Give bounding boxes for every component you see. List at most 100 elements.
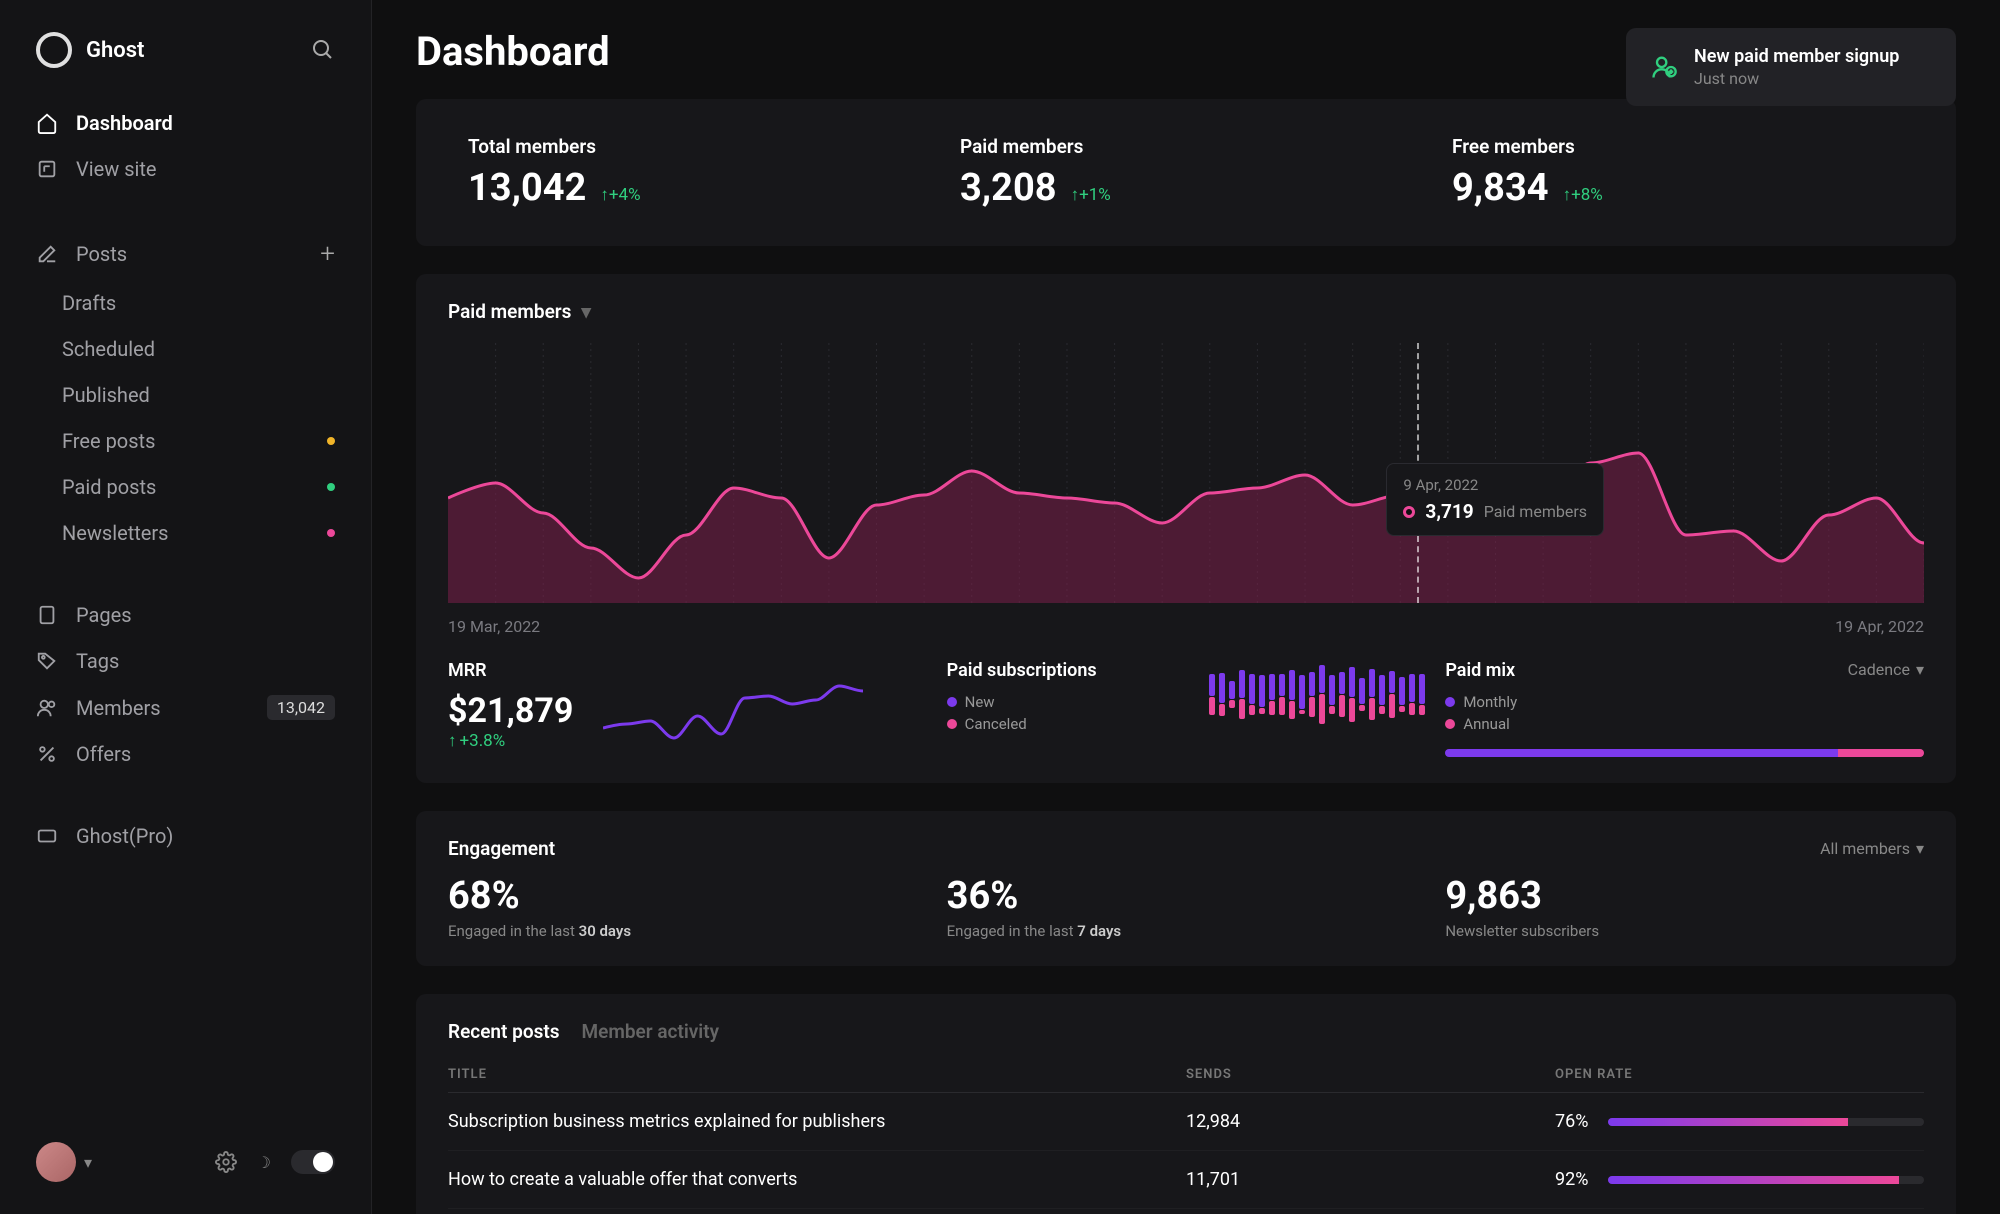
bar-down [1299, 710, 1305, 714]
table-row[interactable]: How to create a valuable offer that conv… [448, 1151, 1924, 1209]
settings-icon[interactable] [215, 1151, 237, 1173]
engagement-title: Engagement [448, 837, 555, 860]
sidebar-item-offers[interactable]: Offers [22, 731, 349, 777]
sidebar-item-dashboard[interactable]: Dashboard [22, 100, 349, 146]
engagement-card: Engagement All members ▾ 68%Engaged in t… [416, 811, 1956, 966]
chart-date-range: 19 Mar, 2022 19 Apr, 2022 [448, 617, 1924, 636]
engagement-filter-dropdown[interactable]: All members ▾ [1820, 839, 1924, 858]
cell-title: How to create a valuable offer that conv… [448, 1169, 1186, 1190]
sidebar-item-posts[interactable]: Posts + [22, 228, 349, 280]
chevron-down-icon: ▾ [1916, 660, 1924, 679]
column-sends: SENDS [1186, 1067, 1555, 1082]
search-icon[interactable] [311, 38, 335, 62]
tooltip-value: 3,719 [1425, 500, 1473, 523]
sidebar-item-ghostpro[interactable]: Ghost(Pro) [22, 813, 349, 859]
mrr-sparkline [603, 666, 863, 746]
nav-others: Pages Tags Members 13,042 Offers [0, 584, 371, 785]
stat-total-members[interactable]: Total members 13,042 ↑+4% [448, 125, 940, 220]
status-dot-icon [327, 529, 335, 537]
sidebar-item-published[interactable]: Published [22, 372, 349, 418]
mrr-value: $21,879 [448, 691, 573, 731]
sidebar: Ghost Dashboard View site Posts + [0, 0, 372, 1214]
metric-value: 36% [947, 874, 1426, 918]
external-icon [36, 158, 58, 180]
sidebar-item-paid-posts[interactable]: Paid posts [22, 464, 349, 510]
notification-toast[interactable]: New paid member signup Just now [1626, 28, 1956, 106]
bar-down [1409, 703, 1415, 715]
sidebar-item-label: Offers [76, 742, 131, 766]
sidebar-item-label: Newsletters [62, 521, 168, 545]
sidebar-item-viewsite[interactable]: View site [22, 146, 349, 192]
rate-bar [1608, 1176, 1924, 1184]
percent-icon [36, 743, 58, 765]
paid-mix-bar [1445, 749, 1924, 757]
column-title: TITLE [448, 1067, 1186, 1082]
bar-down [1269, 701, 1275, 715]
chart-end-date: 19 Apr, 2022 [1835, 617, 1924, 636]
column-open-rate: OPEN RATE [1555, 1067, 1924, 1082]
table-header: TITLE SENDS OPEN RATE [448, 1057, 1924, 1093]
bar-up [1209, 674, 1215, 696]
tab-recent-posts[interactable]: Recent posts [448, 1020, 560, 1043]
legend-new: New [947, 691, 1097, 713]
stat-value: 13,042 [468, 166, 586, 210]
mrr-delta: ↑+3.8% [448, 731, 573, 751]
stat-delta: ↑+4% [600, 185, 640, 205]
stat-label: Free members [1452, 135, 1904, 158]
chart-tooltip: 9 Apr, 2022 3,719 Paid members [1386, 463, 1604, 536]
sidebar-item-tags[interactable]: Tags [22, 638, 349, 684]
engagement-metric: 68%Engaged in the last 30 days [448, 874, 927, 940]
bar-up [1259, 675, 1265, 707]
chevron-down-icon: ▾ [1916, 839, 1924, 858]
nav-posts: Posts + DraftsScheduledPublishedFree pos… [0, 220, 371, 564]
sidebar-item-label: Members [76, 696, 161, 720]
pages-icon [36, 604, 58, 626]
logo-area[interactable]: Ghost [36, 32, 144, 68]
sidebar-item-free-posts[interactable]: Free posts [22, 418, 349, 464]
chart-card: Paid members ▾ 9 Apr, 2022 3,719 Paid me… [416, 274, 1956, 783]
members-count-badge: 13,042 [267, 695, 335, 720]
status-dot-icon [327, 437, 335, 445]
chart-title: Paid members [448, 300, 571, 323]
edit-icon [36, 243, 58, 265]
bar-down [1399, 706, 1405, 712]
stat-paid-members[interactable]: Paid members 3,208 ↑+1% [940, 125, 1432, 220]
sidebar-header: Ghost [0, 32, 371, 92]
stat-free-members[interactable]: Free members 9,834 ↑+8% [1432, 125, 1924, 220]
bar-down [1289, 701, 1295, 719]
bar-up [1249, 674, 1255, 704]
table-row[interactable]: Subscription business metrics explained … [448, 1093, 1924, 1151]
add-post-button[interactable]: + [320, 239, 335, 269]
sidebar-item-label: Pages [76, 603, 132, 627]
legend-dot-icon [947, 719, 957, 729]
chevron-down-icon: ▾ [581, 300, 591, 323]
area-chart[interactable]: 9 Apr, 2022 3,719 Paid members [448, 343, 1924, 603]
bar-up [1399, 677, 1405, 705]
tab-member-activity[interactable]: Member activity [582, 1020, 720, 1043]
cell-sends: 11,701 [1186, 1169, 1555, 1190]
user-plus-icon [1650, 53, 1678, 81]
bar-up [1229, 681, 1235, 699]
rate-bar [1608, 1118, 1924, 1126]
cadence-dropdown[interactable]: Cadence ▾ [1848, 660, 1924, 679]
sidebar-item-label: Dashboard [76, 111, 173, 135]
metric-sub: Engaged in the last 7 days [947, 922, 1426, 940]
theme-toggle[interactable] [291, 1150, 335, 1174]
sidebar-item-members[interactable]: Members 13,042 [22, 684, 349, 731]
bar-down [1379, 706, 1385, 714]
legend-annual: Annual [1445, 713, 1517, 735]
chart-title-dropdown[interactable]: Paid members ▾ [448, 300, 1924, 323]
bar-down [1339, 695, 1345, 717]
sidebar-item-drafts[interactable]: Drafts [22, 280, 349, 326]
bar-down [1369, 698, 1375, 720]
card-icon [36, 825, 58, 847]
sidebar-item-pages[interactable]: Pages [22, 592, 349, 638]
chevron-down-icon: ▾ [84, 1153, 92, 1172]
posts-card: Recent posts Member activity TITLE SENDS … [416, 994, 1956, 1214]
sidebar-item-scheduled[interactable]: Scheduled [22, 326, 349, 372]
sidebar-footer: ▾ ☽ [0, 1142, 371, 1182]
sidebar-item-newsletters[interactable]: Newsletters [22, 510, 349, 556]
bar-up [1389, 671, 1395, 693]
metric-sub: Engaged in the last 30 days [448, 922, 927, 940]
user-menu[interactable]: ▾ [36, 1142, 92, 1182]
